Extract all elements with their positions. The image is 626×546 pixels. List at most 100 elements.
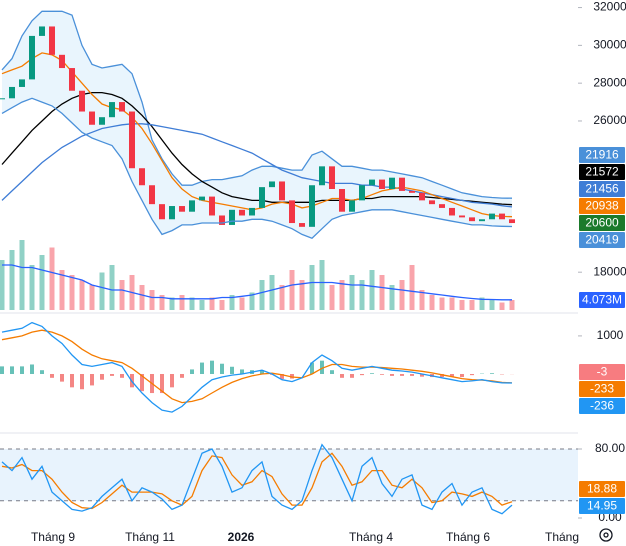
volume-bar bbox=[299, 280, 305, 310]
candle bbox=[239, 209, 245, 216]
y-tick-label: 1000 bbox=[597, 328, 624, 342]
candle bbox=[319, 166, 325, 186]
macd-histogram-bar bbox=[210, 360, 214, 374]
volume-bar bbox=[389, 285, 395, 310]
macd-histogram-bar bbox=[290, 374, 294, 379]
volume-bar bbox=[119, 280, 125, 310]
volume-bar bbox=[159, 295, 165, 310]
volume-bar bbox=[229, 295, 235, 310]
volume-bar bbox=[109, 265, 115, 310]
macd-badge-bg bbox=[579, 364, 625, 380]
macd-histogram-bar bbox=[440, 374, 444, 378]
volume-bar bbox=[349, 275, 355, 310]
macd-histogram-bar bbox=[490, 373, 494, 374]
candle bbox=[89, 111, 95, 125]
volume-bar bbox=[0, 260, 5, 310]
macd-histogram-bar bbox=[220, 363, 224, 374]
settings-icon-dot[interactable] bbox=[603, 532, 609, 538]
y-tick-label: 28000 bbox=[593, 75, 626, 89]
volume-bar bbox=[179, 295, 185, 310]
volume-bar bbox=[19, 240, 25, 310]
price-badge: 21572 bbox=[585, 165, 619, 179]
price-badge-bg bbox=[579, 181, 625, 197]
candle bbox=[479, 219, 485, 222]
candle bbox=[379, 179, 385, 190]
price-badge-bg bbox=[579, 215, 625, 231]
volume-bar bbox=[279, 285, 285, 310]
price-badge-bg bbox=[579, 164, 625, 180]
macd-badge: -3 bbox=[597, 365, 608, 379]
volume-bar bbox=[469, 300, 475, 310]
macd-histogram-bar bbox=[90, 374, 94, 386]
macd-histogram-bar bbox=[140, 374, 144, 392]
macd-histogram-bar bbox=[390, 374, 394, 376]
macd-histogram-bar bbox=[450, 374, 454, 378]
macd-histogram-bar bbox=[340, 374, 344, 378]
price-badge: 20419 bbox=[585, 233, 619, 247]
candle bbox=[359, 185, 365, 201]
volume-bar bbox=[319, 260, 325, 310]
candle bbox=[399, 177, 405, 191]
volume-bar bbox=[149, 290, 155, 310]
macd-histogram-bar bbox=[110, 374, 114, 376]
volume-bar bbox=[429, 295, 435, 310]
macd-histogram-bar bbox=[310, 362, 314, 374]
x-tick-label: Tháng 9 bbox=[31, 530, 75, 544]
volume-bar bbox=[249, 292, 255, 310]
stoch-badge: 14.95 bbox=[587, 499, 617, 513]
y-tick-label: 32000 bbox=[593, 0, 626, 14]
volume-bar bbox=[399, 280, 405, 310]
macd-histogram-bar bbox=[420, 374, 424, 377]
volume-bar bbox=[369, 270, 375, 310]
volume-bar bbox=[439, 297, 445, 310]
price-badge: 20938 bbox=[585, 199, 619, 213]
candle bbox=[209, 196, 215, 216]
volume-bar bbox=[89, 285, 95, 310]
candle bbox=[59, 54, 65, 69]
price-badge-bg bbox=[579, 147, 625, 163]
volume-bar bbox=[199, 300, 205, 310]
volume-bar bbox=[409, 265, 415, 310]
macd-histogram-bar bbox=[60, 374, 64, 382]
volume-bar bbox=[459, 300, 465, 310]
candle bbox=[389, 177, 395, 190]
macd-histogram-bar bbox=[160, 374, 164, 394]
candle bbox=[249, 207, 255, 216]
candle bbox=[279, 181, 285, 201]
macd-histogram-bar bbox=[170, 374, 174, 388]
macd-histogram-bar bbox=[370, 373, 374, 374]
bollinger-fill bbox=[2, 11, 512, 239]
candle bbox=[339, 189, 345, 212]
macd-histogram-bar bbox=[350, 374, 354, 378]
macd-histogram-bar bbox=[120, 374, 124, 378]
candle bbox=[409, 190, 415, 193]
volume-bar bbox=[189, 297, 195, 310]
macd-badge: -236 bbox=[590, 399, 614, 413]
macd-histogram-bar bbox=[380, 374, 384, 375]
volume-bar bbox=[509, 300, 515, 310]
candle bbox=[129, 111, 135, 169]
price-badge: 21916 bbox=[585, 148, 619, 162]
candle bbox=[29, 35, 35, 80]
candle bbox=[349, 200, 355, 212]
plot-area bbox=[0, 10, 578, 515]
settings-icon[interactable] bbox=[599, 528, 613, 542]
macd-histogram-bar bbox=[100, 374, 104, 380]
macd-badge-bg bbox=[579, 381, 625, 397]
candle bbox=[109, 102, 115, 118]
settings-icon-ring[interactable] bbox=[599, 528, 613, 542]
volume-bar bbox=[359, 280, 365, 310]
stoch-badge-bg bbox=[579, 481, 625, 497]
price-badge: 21456 bbox=[585, 182, 619, 196]
candle bbox=[509, 219, 515, 224]
candle bbox=[159, 204, 165, 220]
macd-histogram-bar bbox=[460, 374, 464, 378]
macd-histogram-bar bbox=[410, 374, 414, 376]
candle bbox=[229, 209, 235, 225]
price-badge-bg bbox=[579, 232, 625, 248]
volume-ma-badge-bg bbox=[579, 292, 625, 308]
candle bbox=[119, 102, 125, 112]
indicator-line bbox=[1, 97, 513, 239]
volume-bar bbox=[499, 302, 505, 310]
